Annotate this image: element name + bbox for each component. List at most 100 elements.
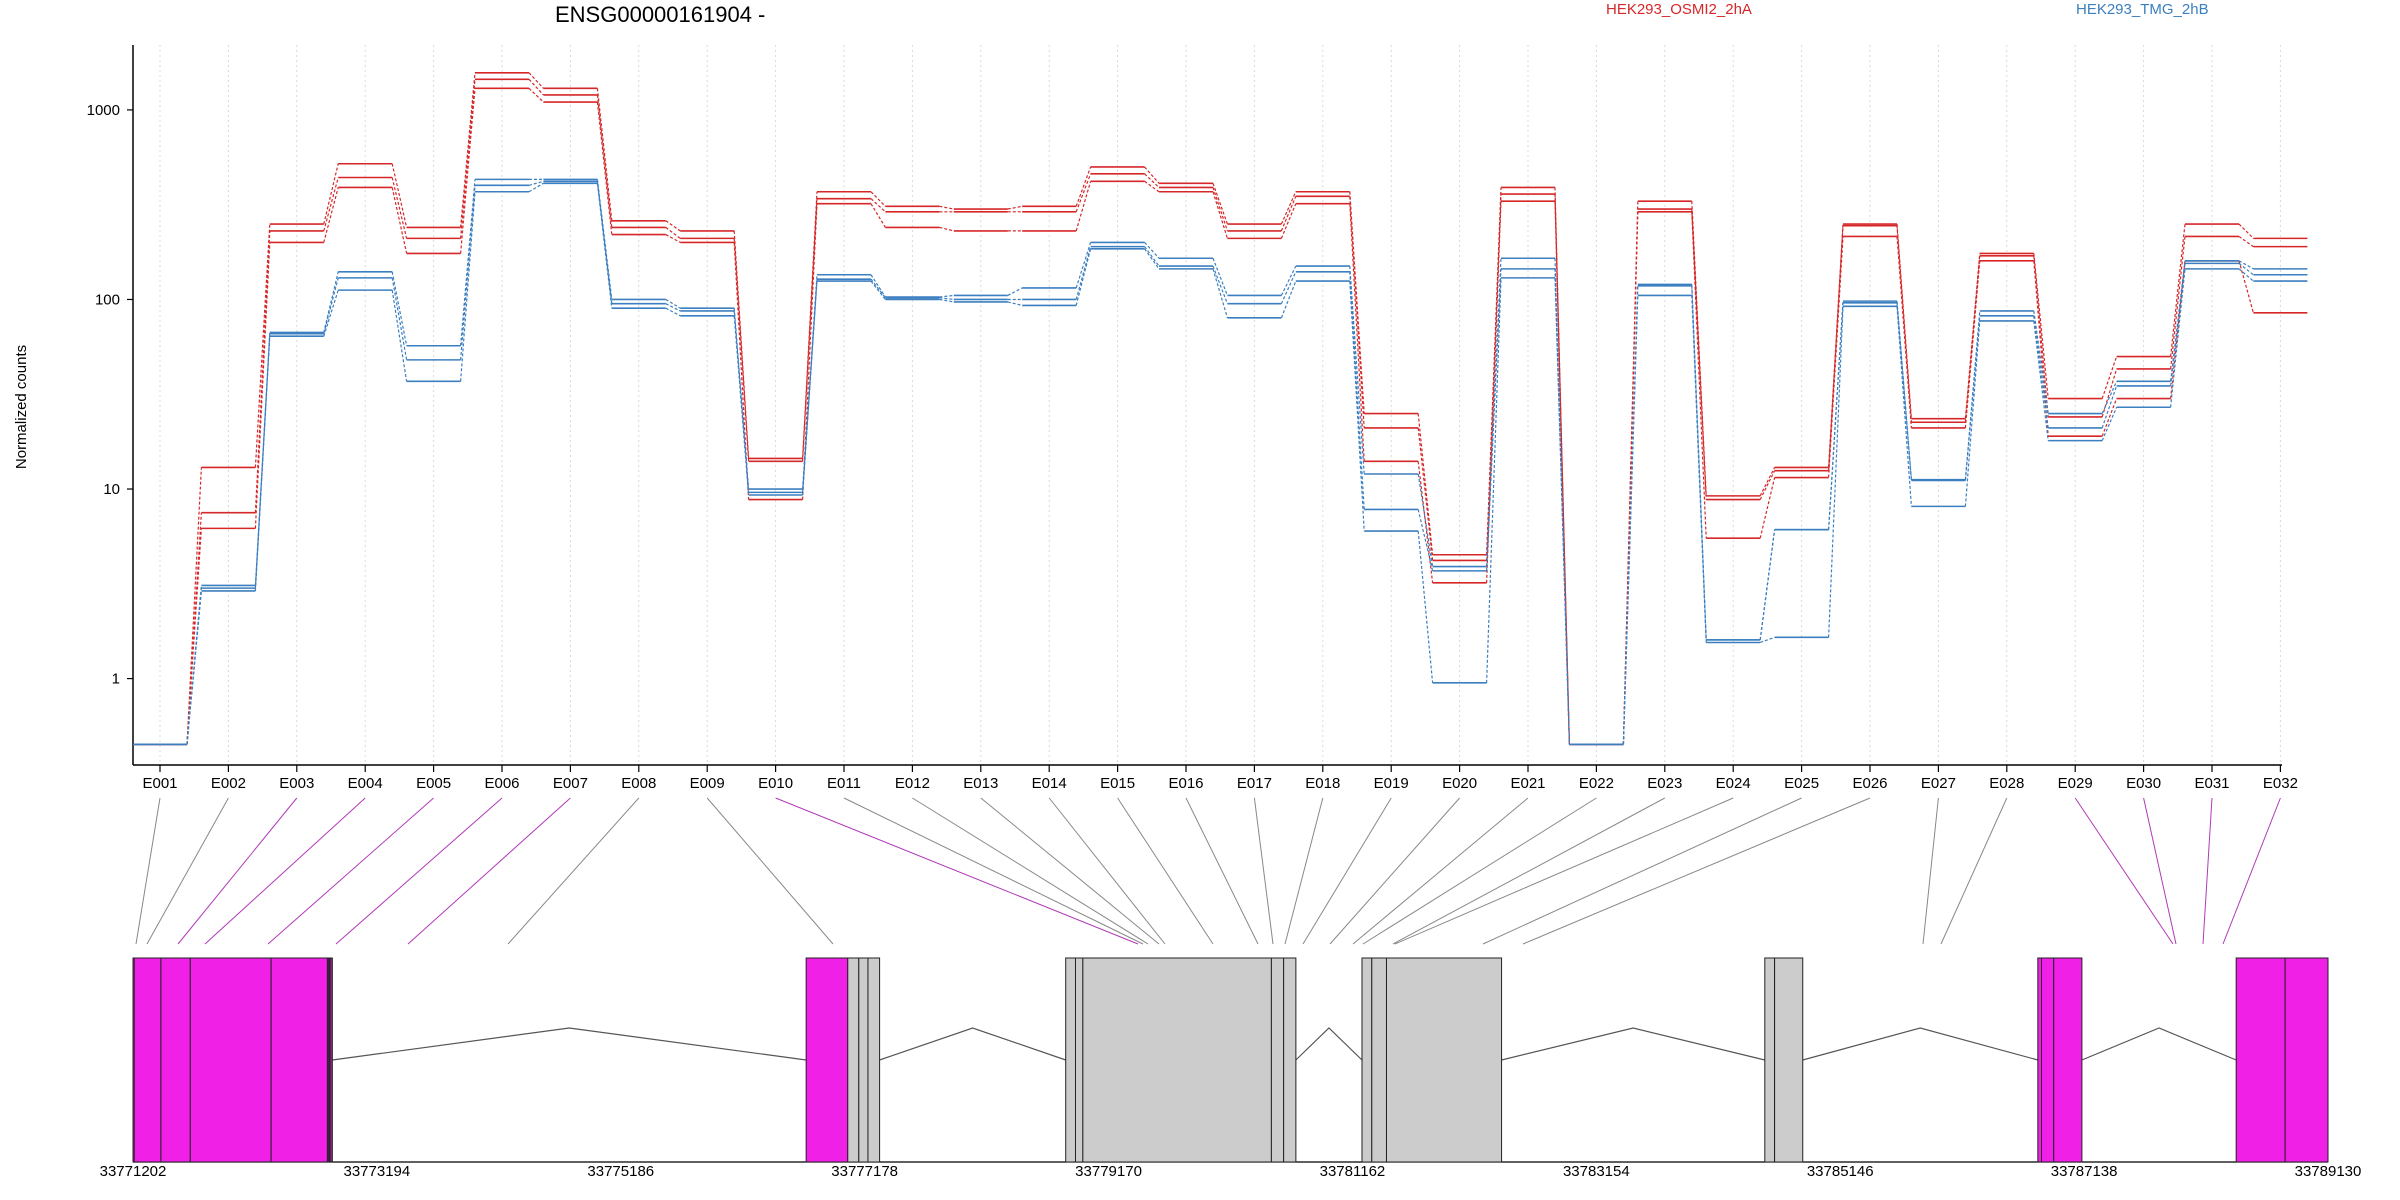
series-connector — [939, 298, 954, 303]
series-connector — [733, 242, 750, 500]
series-connector — [391, 177, 408, 239]
coordinate-label: 33781162 — [1320, 1163, 1386, 1180]
series-connector — [2033, 310, 2049, 414]
series-connector — [1759, 477, 1776, 539]
exon-connectors — [135, 797, 2281, 945]
x-tick-label: E006 — [484, 775, 519, 792]
x-tick-label: E023 — [1647, 775, 1682, 792]
series-connector — [665, 298, 681, 309]
series-connector — [528, 87, 544, 103]
series-connector — [2101, 398, 2118, 437]
series-connector — [665, 226, 681, 239]
series-connector — [1144, 246, 1160, 267]
series-connector — [1828, 302, 1844, 530]
exon-bin-E017 — [1270, 957, 1285, 1163]
x-tick-label: E030 — [2126, 775, 2161, 792]
exon-bin-E005 — [270, 957, 328, 1163]
x-tick-label: E010 — [758, 775, 793, 792]
series-connector — [1075, 248, 1092, 306]
series-connector — [802, 279, 818, 493]
series-connector — [596, 183, 613, 309]
series-connector — [460, 79, 476, 239]
series-connector — [1896, 225, 1912, 423]
series-connector — [2033, 253, 2049, 399]
series-connector — [528, 78, 544, 96]
x-tick-label: E015 — [1100, 775, 1135, 792]
series-connector — [1896, 236, 1912, 428]
x-tick-label: E032 — [2263, 775, 2298, 792]
series-connector — [2033, 320, 2049, 441]
coordinate-label: 33771202 — [100, 1163, 167, 1180]
exon-connector-line — [1048, 797, 1166, 945]
series-connector — [2238, 268, 2254, 282]
series-connector — [2033, 315, 2049, 429]
series-connector — [1691, 201, 1707, 496]
series-connector — [528, 182, 544, 193]
x-tick-label: E028 — [1989, 775, 2024, 792]
exon-bin-E012 — [858, 957, 869, 1163]
exon-bin-E004 — [189, 957, 272, 1163]
exon-connector-line — [1253, 797, 1274, 945]
series-connector — [1280, 191, 1297, 225]
exon-connector-line — [1482, 797, 1802, 945]
series-connector — [1280, 196, 1297, 232]
exon-connector-line — [980, 797, 1160, 945]
series-connector — [391, 290, 408, 382]
exon-connector-line — [912, 797, 1149, 945]
exon-connector-line — [1352, 797, 1529, 945]
x-tick-label: E025 — [1784, 775, 1819, 792]
coordinate-label: 33779170 — [1075, 1163, 1142, 1180]
series-connector — [665, 220, 681, 232]
series-connector — [391, 187, 408, 254]
series-connector — [1691, 295, 1707, 643]
series-connector — [1212, 258, 1228, 296]
series-connector — [1075, 242, 1092, 289]
exon-connector-line — [135, 797, 161, 945]
x-tick-label: E008 — [621, 775, 656, 792]
series-connector — [2101, 385, 2118, 429]
exon-bin-E020 — [1371, 957, 1387, 1163]
series-connector — [2238, 223, 2254, 239]
x-tick-label: E027 — [1921, 775, 1956, 792]
series-connector — [1007, 301, 1023, 307]
x-tick-label: E020 — [1442, 775, 1477, 792]
x-tick-label: E001 — [142, 775, 177, 792]
series-connector — [1417, 461, 1434, 583]
intron-line — [1295, 1027, 1363, 1061]
x-tick-label: E018 — [1305, 775, 1340, 792]
series-connector — [665, 307, 681, 317]
y-axis-label: Normalized counts — [13, 345, 30, 469]
series-connector — [1075, 166, 1092, 207]
series-connector — [1622, 295, 1639, 745]
series-5 — [133, 180, 2308, 746]
coordinate-label: 33773194 — [344, 1163, 411, 1180]
x-tick-label: E017 — [1237, 775, 1272, 792]
series-connector — [1212, 183, 1228, 225]
series-connector — [323, 177, 339, 232]
x-tick-label: E011 — [827, 775, 861, 792]
exon-connector-line — [204, 797, 366, 945]
y-tick-label: 1000 — [87, 102, 120, 119]
series-connector — [1759, 470, 1776, 500]
series-connector — [1828, 306, 1844, 638]
series-connector — [186, 528, 202, 745]
series-6 — [133, 182, 2308, 746]
series-1 — [133, 71, 2308, 746]
exon-bin-E018 — [1283, 957, 1297, 1163]
exon-bin-E028 — [2284, 957, 2329, 1163]
legend-entry-osmi: HEK293_OSMI2_2hA — [1606, 1, 1752, 18]
series-connector — [1759, 467, 1776, 497]
series-connector — [1691, 211, 1707, 539]
exon-bin-E009 — [330, 957, 333, 1163]
y-tick-label: 100 — [95, 291, 120, 308]
exon-bin-E013 — [867, 957, 881, 1163]
x-tick-label: E014 — [1032, 775, 1067, 792]
exon-connector-line — [1922, 797, 1939, 945]
exon-bin-E026 — [2053, 957, 2083, 1163]
series-connector — [460, 191, 476, 382]
series-connector — [1007, 205, 1023, 210]
x-tick-label: E022 — [1579, 775, 1614, 792]
exon-connector-line — [1284, 797, 1324, 945]
x-tick-label: E026 — [1852, 775, 1887, 792]
exon-bin-E011 — [847, 957, 860, 1163]
